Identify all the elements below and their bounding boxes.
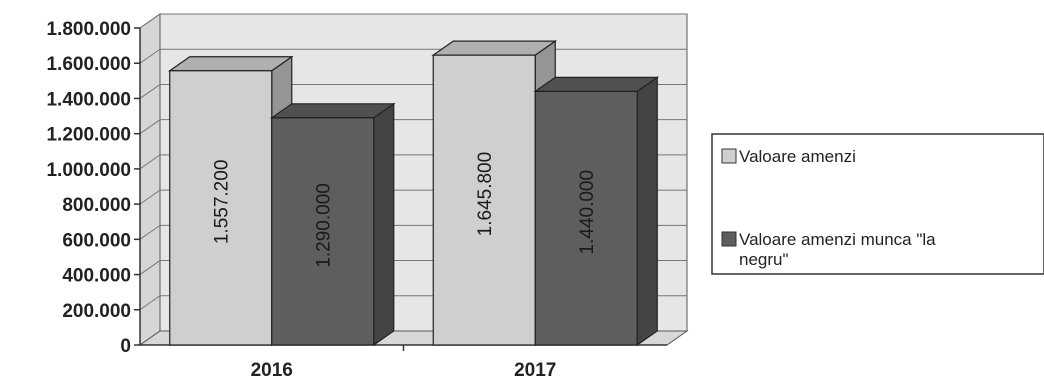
axes: 0 200.000 400.000 600.000 800.000 1.000.000 1.… <box>46 19 667 381</box>
data-label-valoare-amenzi-munca-la-negru-2017: 1.440.000 <box>577 170 598 255</box>
y-tick-label: 400.000 <box>62 266 131 287</box>
side-wall <box>139 13 161 346</box>
bar-valoare-amenzi-munca-la-negru-2017-top <box>533 76 660 93</box>
bar-valoare-amenzi-2016-top <box>167 56 294 72</box>
data-label-valoare-amenzi-munca-la-negru-2016: 1.290.000 <box>314 183 335 268</box>
y-tick-label: 800.000 <box>62 195 131 216</box>
x-tick-label-2017: 2017 <box>514 360 556 381</box>
bar-valoare-amenzi-munca-la-negru-2017 <box>533 76 660 347</box>
y-tick-label: 1.400.000 <box>46 89 131 110</box>
legend-swatch-valoare-amenzi-munca-la-negru <box>721 231 737 247</box>
legend-box <box>711 133 1044 275</box>
legend-swatch-valoare-amenzi <box>721 148 737 164</box>
bar-valoare-amenzi-munca-la-negru-2017-side <box>636 76 658 347</box>
data-label-valoare-amenzi-2017: 1.645.800 <box>475 152 496 237</box>
y-tick-label: 1.200.000 <box>46 125 131 146</box>
bar-valoare-amenzi-munca-la-negru-2016-top <box>269 103 396 119</box>
data-labels: 1.557.200 1.290.000 1.645.800 1.440.000 <box>212 152 599 268</box>
bar-valoare-amenzi-munca-la-negru-2016 <box>269 102 396 347</box>
y-tick-label: 1.600.000 <box>46 54 131 75</box>
bar-valoare-amenzi-2016-front <box>169 70 273 346</box>
y-tick-label: 1.800.000 <box>46 19 131 40</box>
bar-valoare-amenzi-munca-la-negru-2016-front <box>271 117 375 346</box>
legend-label-valoare-amenzi: Valoare amenzi <box>739 147 856 166</box>
bars <box>167 40 660 347</box>
y-tick-label: 1.000.000 <box>46 160 131 181</box>
bar-valoare-amenzi-munca-la-negru-2016-side <box>373 102 395 347</box>
bar-valoare-amenzi-2017-top <box>431 40 558 56</box>
data-label-valoare-amenzi-2016: 1.557.200 <box>212 160 233 245</box>
legend-label-munca-la-negru-line1: Valoare amenzi munca "la <box>739 230 936 249</box>
x-tick-label-2016: 2016 <box>251 360 293 381</box>
grid-line <box>139 13 687 29</box>
legend-label-munca-la-negru-line2: negru" <box>739 250 789 269</box>
y-tick-label: 0 <box>120 336 131 357</box>
y-tick-label: 200.000 <box>62 301 131 322</box>
y-tick-label: 600.000 <box>62 230 131 251</box>
bar-valoare-amenzi-munca-la-negru-2017-front <box>534 90 638 346</box>
legend: Valoare amenzi Valoare amenzi munca "la … <box>711 133 1044 275</box>
